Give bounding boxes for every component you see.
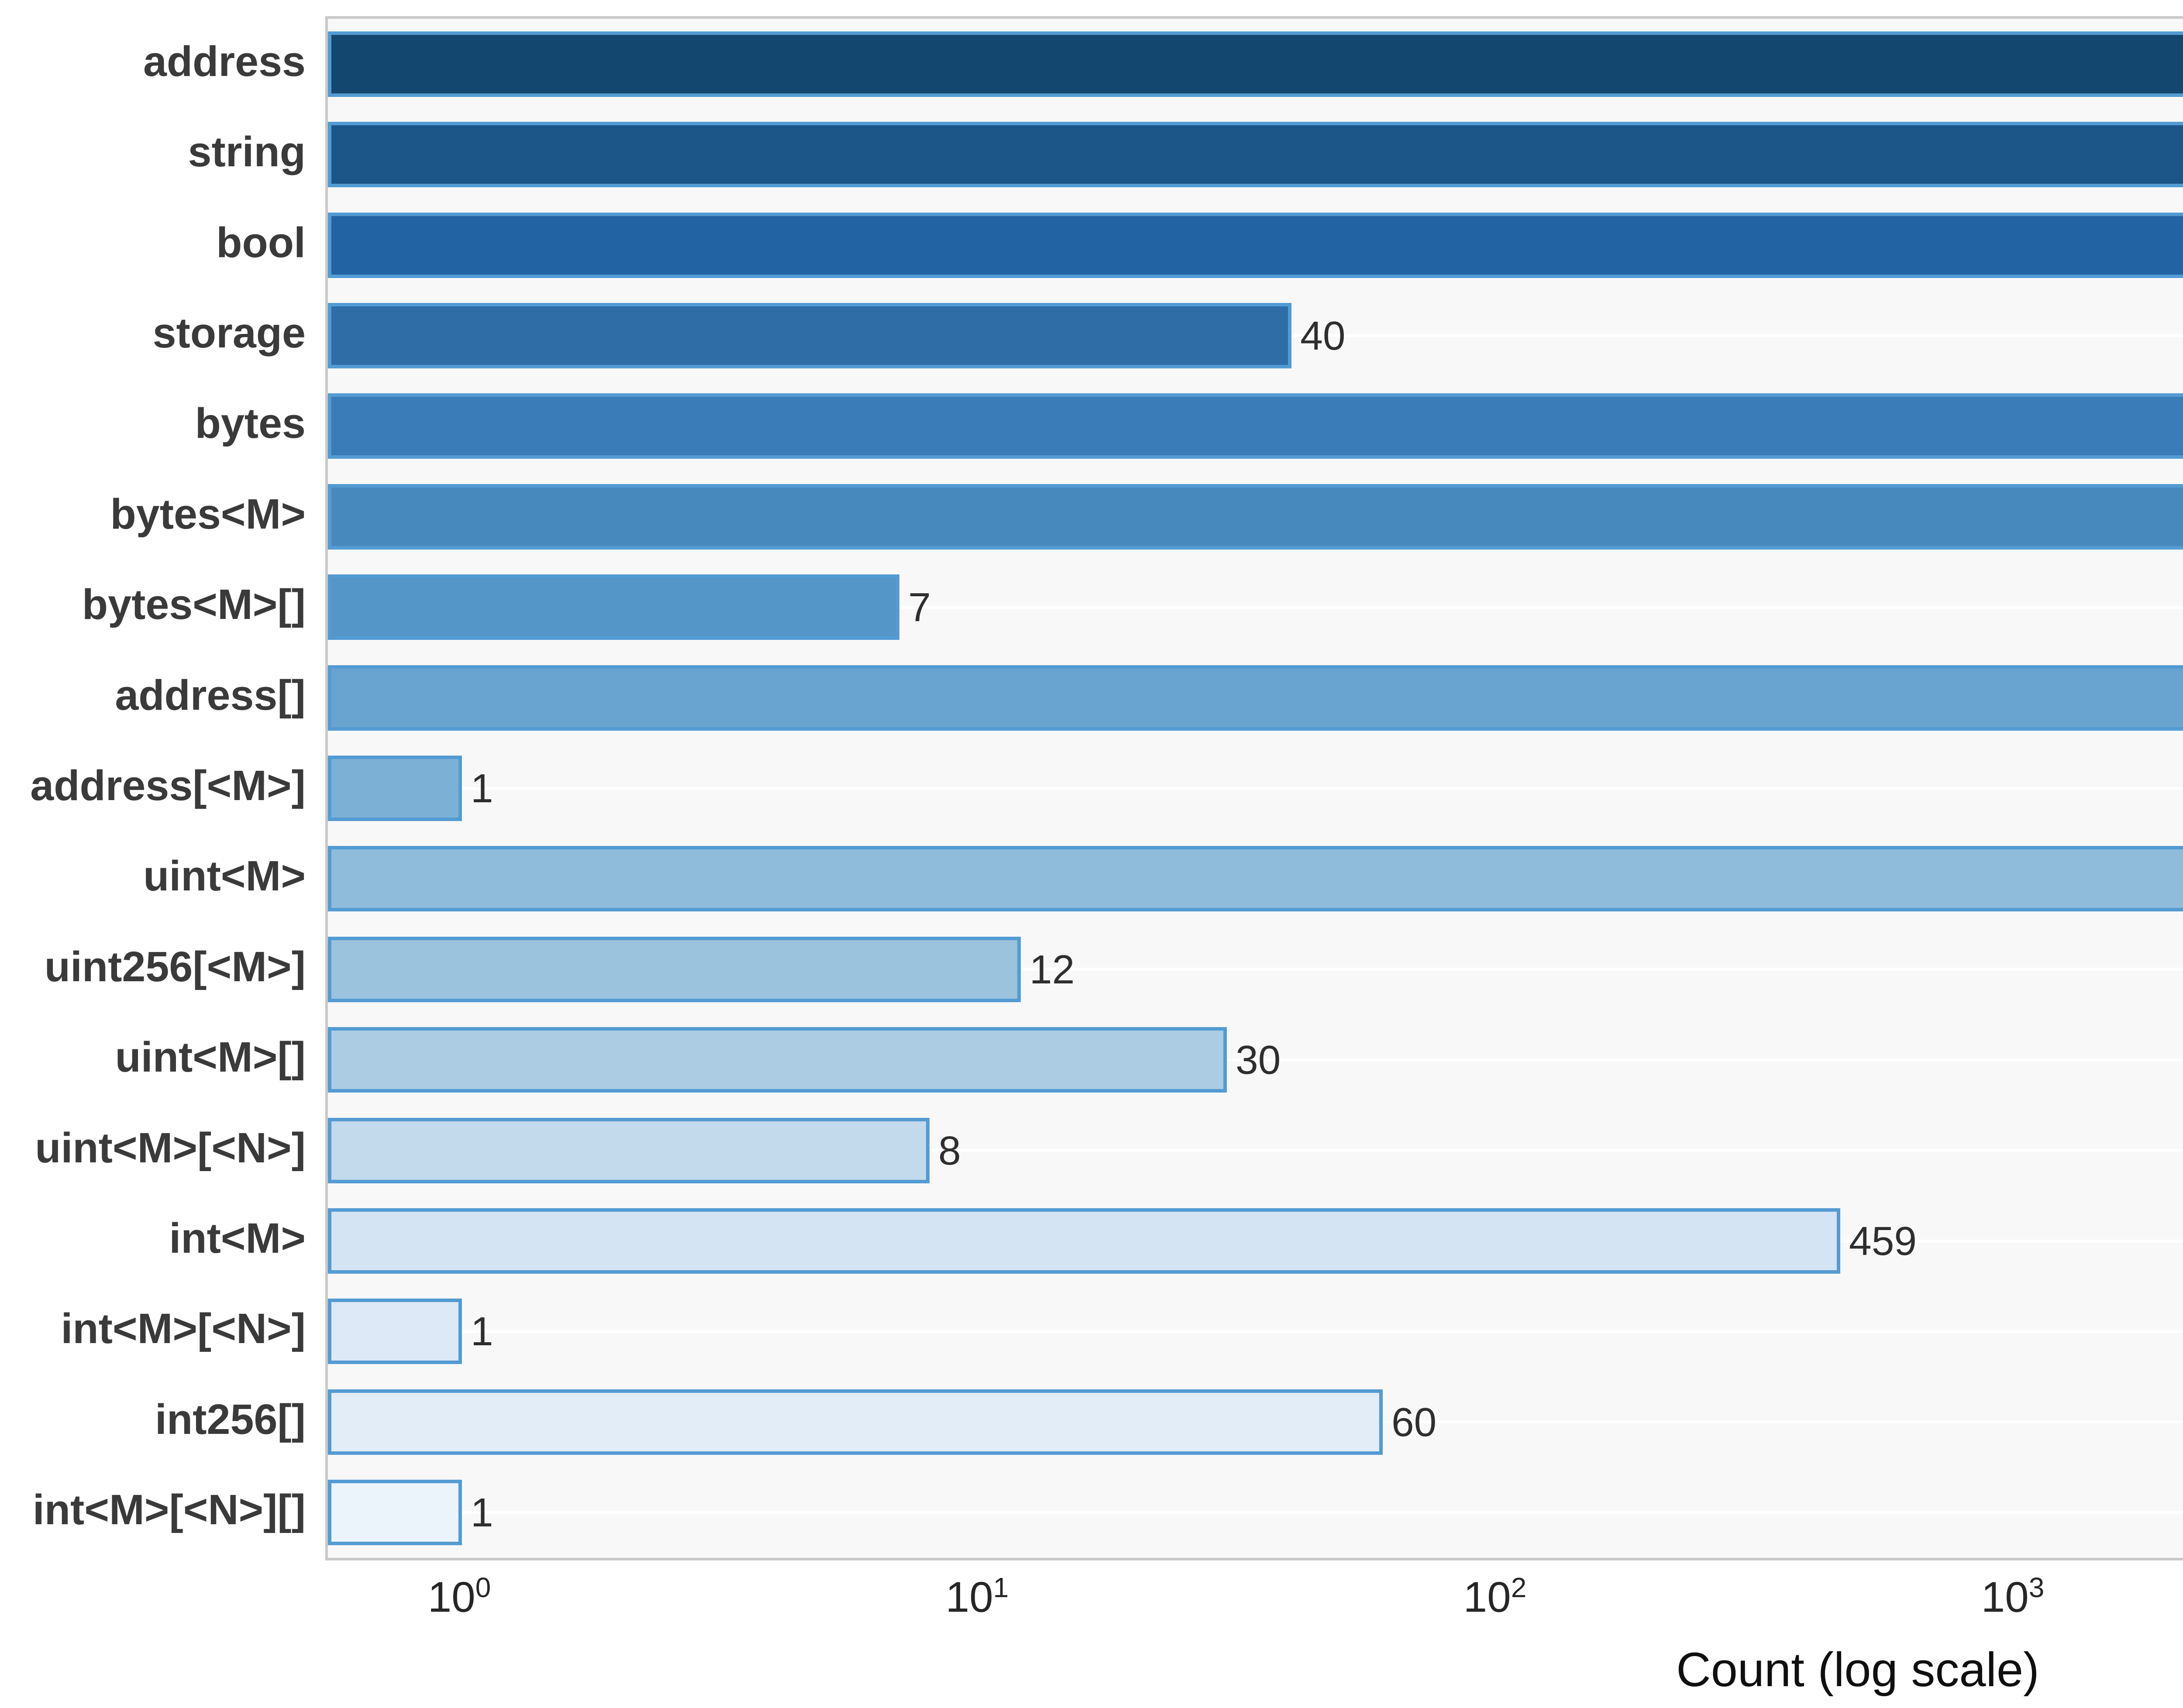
x-axis-title: Count (log scale): [1676, 1643, 2039, 1697]
x-tick-label: 102: [1463, 1572, 1527, 1621]
bar: [328, 122, 2183, 188]
category-label: address[]: [115, 671, 306, 719]
bar: [328, 936, 1021, 1002]
category-label: bytes<M>: [110, 490, 306, 538]
plot-area: 267,68626,45860,0454027,53155,63176,8751…: [325, 16, 2183, 1560]
bar: [328, 1027, 1227, 1093]
bar-value-label: 12: [1029, 946, 1075, 992]
bar: [328, 1299, 462, 1364]
bar-value-label: 1: [471, 1490, 493, 1536]
bar: [328, 302, 1292, 368]
x-tick-label: 100: [427, 1572, 491, 1621]
x-tick-label: 103: [1981, 1572, 2045, 1621]
bar-value-label: 1: [471, 1309, 493, 1354]
bar-value-label: 459: [1849, 1218, 1917, 1264]
gridline: [328, 1058, 2183, 1062]
bar-value-label: 60: [1391, 1399, 1437, 1445]
gridline: [328, 1511, 2183, 1514]
bar: [328, 1208, 1840, 1274]
bar-value-label: 7: [908, 584, 931, 630]
category-label: storage: [152, 309, 306, 357]
category-label: int<M>[<N>]: [61, 1305, 306, 1353]
category-label: bytes<M>[]: [82, 581, 306, 629]
gridline: [328, 787, 2183, 790]
gridline: [328, 1149, 2183, 1152]
bar: [328, 846, 2183, 912]
bar: [328, 31, 2183, 97]
bar-value-label: 1: [471, 766, 493, 811]
category-label: int256[]: [155, 1395, 306, 1443]
bar: [328, 393, 2183, 459]
bar: [328, 665, 2183, 731]
bar: [328, 574, 900, 640]
category-label: uint<M>[<N>]: [35, 1124, 306, 1172]
category-label: address[<M>]: [30, 762, 306, 809]
bar: [328, 212, 2183, 278]
category-label: uint<M>: [143, 852, 306, 900]
y-axis-category-labels: address string bool storage bytes bytes<M> byt…: [0, 0, 306, 1708]
gridline: [328, 968, 2183, 971]
x-tick-label: 101: [945, 1572, 1009, 1621]
category-label: string: [188, 128, 306, 176]
x-axis-ticks: 100101102103104105: [325, 1571, 2183, 1650]
category-label: int<M>: [169, 1214, 306, 1262]
category-label: int<M>[<N>][]: [32, 1486, 306, 1534]
gridline: [328, 605, 2183, 609]
category-label: bool: [216, 218, 306, 266]
bar: [328, 484, 2183, 550]
bar: [328, 756, 462, 821]
bar: [328, 1117, 930, 1183]
category-label: bytes: [195, 399, 306, 447]
bar-value-label: 30: [1235, 1037, 1281, 1083]
category-label: address: [143, 37, 306, 85]
category-label: uint<M>[]: [115, 1033, 306, 1081]
category-label: uint256[<M>]: [44, 942, 306, 990]
bar-value-label: 40: [1300, 313, 1346, 358]
bar: [328, 1480, 462, 1546]
bar-value-label: 8: [938, 1127, 961, 1173]
gridline: [328, 1330, 2183, 1333]
bar: [328, 1389, 1383, 1455]
